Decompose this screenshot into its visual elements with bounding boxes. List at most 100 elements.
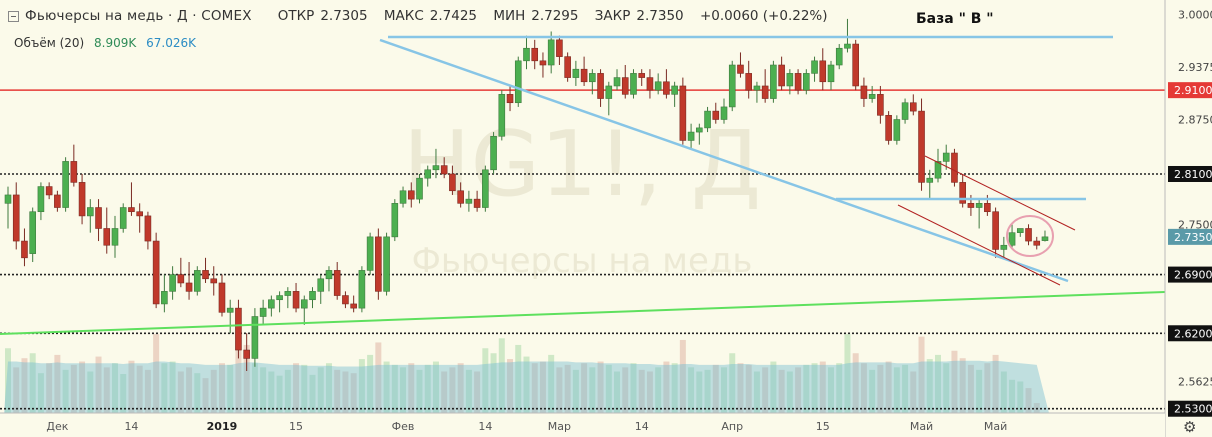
volume-bar <box>449 367 456 413</box>
candle-up <box>87 207 94 217</box>
volume-bar <box>523 356 530 413</box>
volume-bar <box>367 354 374 413</box>
volume-bar <box>967 364 974 413</box>
volume-bar <box>153 334 160 413</box>
change-value: +0.0060 (+0.22%) <box>699 8 828 24</box>
candle-up <box>416 177 423 200</box>
candle-down <box>103 228 111 246</box>
candle-down <box>292 291 300 309</box>
candle-up <box>251 316 259 359</box>
candle-up <box>786 73 794 87</box>
candle-down <box>95 207 102 229</box>
volume-bar <box>457 363 464 413</box>
collapse-legend-icon[interactable] <box>8 10 19 22</box>
candle-down <box>951 152 958 183</box>
volume-bar <box>177 371 184 413</box>
candle-down <box>136 211 143 217</box>
volume-bar <box>786 371 793 413</box>
candle-down <box>506 94 514 104</box>
symbol-title[interactable]: Фьючерсы на медь · Д · COMEX <box>25 8 252 24</box>
volume-bar <box>992 354 999 413</box>
volume-bar <box>910 371 917 413</box>
volume-bar <box>243 344 250 413</box>
settings-gear-icon[interactable]: ⚙ <box>1183 418 1197 436</box>
volume-bar <box>795 367 802 413</box>
volume-bar <box>218 363 225 413</box>
volume-bar <box>605 364 612 413</box>
volume-bar <box>745 364 752 413</box>
candle-down <box>407 190 415 200</box>
volume-bar <box>227 364 234 413</box>
volume-bar <box>712 364 719 413</box>
candle-down <box>235 307 242 351</box>
volume-bar <box>918 336 925 413</box>
close-label: ЗАКР <box>594 8 631 24</box>
volume-bar <box>128 360 135 413</box>
volume-bar <box>498 338 505 413</box>
time-tick-label: Май <box>984 420 1007 433</box>
volume-bar <box>103 367 110 413</box>
descending-trend-line <box>379 38 1069 283</box>
candle-up <box>465 198 473 204</box>
volume-bar <box>885 361 892 413</box>
volume-bar <box>474 371 481 413</box>
candle-up <box>193 270 201 292</box>
volume-bar <box>251 363 258 413</box>
candle-down <box>531 47 539 62</box>
candle-up <box>687 131 695 141</box>
close-value: 2.7350 <box>636 8 684 24</box>
level-label-box <box>1168 82 1212 99</box>
candle-up <box>868 94 876 99</box>
candle-layer <box>4 18 1049 371</box>
level-label: 2.6200 <box>1174 327 1212 340</box>
candle-up <box>572 68 580 78</box>
candle-down <box>860 85 868 99</box>
channel-lower-line <box>897 204 1061 286</box>
volume-bar <box>54 354 61 413</box>
candle-down <box>177 274 185 284</box>
candle-up <box>605 85 613 99</box>
time-axis: Дек 14 2019 15 Фев 14 Мар 14 Апр 15 Май Май <box>0 412 1165 437</box>
candle-down <box>350 303 357 309</box>
candle-up <box>161 291 168 305</box>
volume-bar <box>1025 388 1032 413</box>
candle-down <box>144 215 152 242</box>
time-tick-label: Май <box>910 420 933 433</box>
last-price-box <box>1168 228 1212 245</box>
candle-up <box>547 39 555 66</box>
candle-down <box>959 182 966 204</box>
candle-down <box>712 110 720 120</box>
volume-bar <box>778 369 785 413</box>
candle-down <box>745 73 753 91</box>
candle-up <box>498 94 506 137</box>
base-annotation[interactable]: База " В " <box>916 11 994 27</box>
candle-down <box>185 282 193 292</box>
candle-down <box>243 349 250 359</box>
volume-bar <box>811 363 818 413</box>
candle-up <box>803 73 810 91</box>
candle-down <box>967 203 975 208</box>
candle-up <box>276 295 283 301</box>
volume-bar <box>284 369 291 413</box>
candle-up <box>1000 244 1008 250</box>
candle-up <box>111 228 119 246</box>
highlight-circle <box>1006 215 1054 257</box>
volume-bar <box>490 353 497 413</box>
volume-bar <box>753 371 760 413</box>
candle-down <box>449 173 456 192</box>
volume-bar <box>762 367 769 413</box>
price-tick-label: 2.9375 <box>1178 61 1212 74</box>
candle-up <box>523 47 530 62</box>
candle-up <box>514 60 522 104</box>
candle-down <box>457 190 464 204</box>
volume-indicator-label[interactable]: Объём (20) <box>14 36 85 50</box>
volume-bar <box>194 373 201 413</box>
volume-bar <box>638 369 645 413</box>
candle-down <box>12 194 20 242</box>
volume-bar <box>465 369 472 413</box>
candle-up <box>654 81 662 91</box>
volume-bar <box>926 359 933 413</box>
candle-up <box>975 203 983 208</box>
volume-bar <box>325 363 332 413</box>
